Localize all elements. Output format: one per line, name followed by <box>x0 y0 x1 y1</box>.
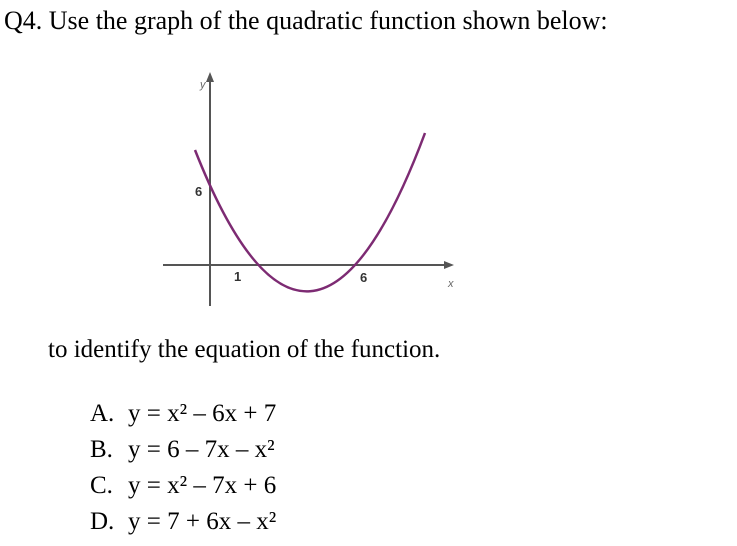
x-axis-label: x <box>447 278 454 290</box>
y-intercept-label: 6 <box>195 184 202 199</box>
option-letter: C. <box>90 472 113 499</box>
y-arrow <box>206 72 214 82</box>
option: C. y = x² – 7x + 6 <box>90 468 276 504</box>
option-text: y = x² – 7x + 6 <box>128 472 277 499</box>
root-label: 6 <box>360 270 367 285</box>
y-axis-label: y <box>199 79 207 91</box>
intro: to identify the equation of the function… <box>48 336 441 363</box>
options: A. y = x² – 6x + 7 B. y = 6 – 7x – x² C. y … <box>90 396 276 540</box>
option: D. y = 7 + 6x – x² <box>90 504 276 540</box>
option-text: y = x² – 6x + 7 <box>128 400 277 427</box>
option-letter: B. <box>90 436 113 463</box>
option-text: y = 7 + 6x – x² <box>128 508 277 535</box>
root-label: 1 <box>234 269 241 284</box>
option-letter: A. <box>90 400 115 427</box>
option: B. y = 6 – 7x – x² <box>90 432 276 468</box>
option: A. y = x² – 6x + 7 <box>90 396 276 432</box>
option-letter: D. <box>90 508 115 535</box>
x-arrow <box>444 261 454 269</box>
question: Q4. Use the graph of the quadratic funct… <box>4 6 608 35</box>
option-text: y = 6 – 7x – x² <box>128 436 275 463</box>
parabola <box>193 132 427 293</box>
